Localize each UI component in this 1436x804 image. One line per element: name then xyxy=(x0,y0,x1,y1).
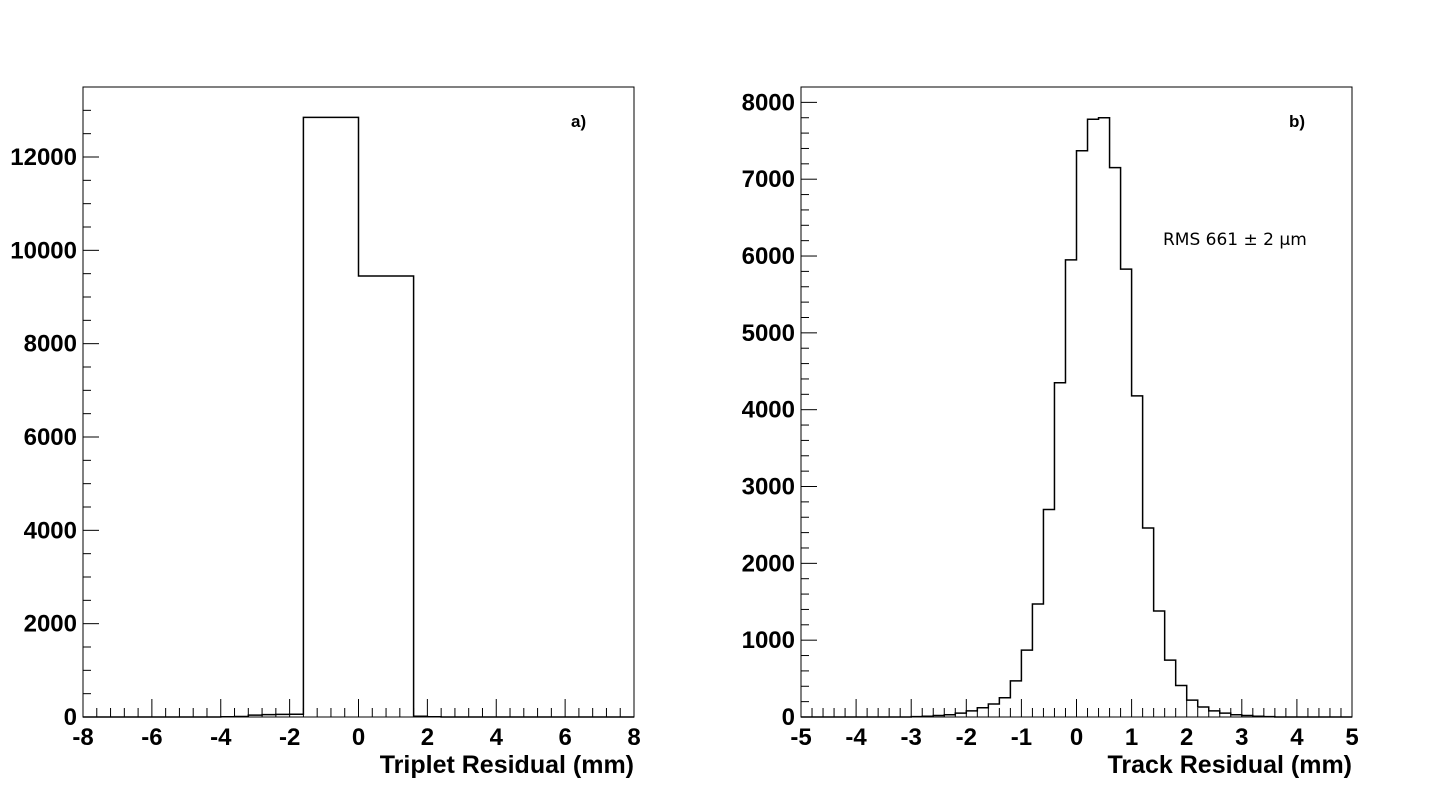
x-tick-label: 0 xyxy=(352,724,365,751)
x-tick-label: -4 xyxy=(845,724,867,751)
y-tick-label: 8000 xyxy=(742,89,795,116)
x-tick-label: 5 xyxy=(1345,724,1358,751)
x-tick-label: 2 xyxy=(1180,724,1193,751)
x-tick-label: 2 xyxy=(421,724,434,751)
x-tick-label: -8 xyxy=(72,724,93,751)
rms-annotation: RMS 661 ± 2 µm xyxy=(1163,230,1307,250)
y-tick-label: 0 xyxy=(782,704,795,731)
x-tick-label: 0 xyxy=(1070,724,1083,751)
y-tick-label: 0 xyxy=(64,704,77,731)
x-tick-label: -4 xyxy=(210,724,232,751)
x-tick-label: -3 xyxy=(901,724,922,751)
y-axis-b: 0 1000 2000 3000 4000 5000 6000 7000 8000 xyxy=(742,86,817,731)
x-tick-label: -1 xyxy=(1011,724,1032,751)
y-tick-label: 4000 xyxy=(24,517,77,544)
panel-label-a: a) xyxy=(571,112,586,131)
x-axis-a: -8 -6 -4 -2 0 2 4 6 8 xyxy=(72,699,641,751)
panel-label-b: b) xyxy=(1289,112,1305,131)
y-tick-label: 3000 xyxy=(742,474,795,501)
y-axis-a: 0 2000 4000 6000 8000 10000 12000 xyxy=(10,86,99,731)
histogram-panel-b: 0 1000 2000 3000 4000 5000 6000 7000 8000 -5 -4 -3… xyxy=(742,86,1359,779)
x-tick-label: 3 xyxy=(1235,724,1248,751)
x-axis-title-a: Triplet Residual (mm) xyxy=(380,751,634,779)
x-tick-label: -2 xyxy=(279,724,300,751)
y-tick-label: 4000 xyxy=(742,397,795,424)
y-tick-label: 5000 xyxy=(742,320,795,347)
x-axis-title-b: Track Residual (mm) xyxy=(1107,751,1352,779)
x-tick-label: -5 xyxy=(790,724,811,751)
y-tick-label: 7000 xyxy=(742,166,795,193)
y-tick-label: 12000 xyxy=(10,144,77,171)
x-axis-b: -5 -4 -3 -2 -1 0 1 2 3 4 5 xyxy=(790,699,1359,751)
x-tick-label: -2 xyxy=(956,724,977,751)
x-tick-label: 4 xyxy=(1290,724,1304,751)
histogram-outline-a xyxy=(83,116,634,718)
y-tick-label: 10000 xyxy=(10,237,77,264)
x-tick-label: 1 xyxy=(1125,724,1138,751)
x-tick-label: 8 xyxy=(627,724,640,751)
y-tick-label: 6000 xyxy=(24,424,77,451)
y-tick-label: 1000 xyxy=(742,627,795,654)
y-tick-label: 6000 xyxy=(742,243,795,270)
x-tick-label: 4 xyxy=(490,724,504,751)
y-tick-label: 8000 xyxy=(24,331,77,358)
y-tick-label: 2000 xyxy=(24,611,77,638)
y-tick-label: 2000 xyxy=(742,550,795,577)
x-tick-label: -6 xyxy=(141,724,162,751)
histogram-panel-a: 0 2000 4000 6000 8000 10000 12000 -8 -6 -4 -2 0 2 4 6… xyxy=(10,86,641,779)
x-tick-label: 6 xyxy=(558,724,571,751)
histogram-outline-b xyxy=(801,116,1352,718)
